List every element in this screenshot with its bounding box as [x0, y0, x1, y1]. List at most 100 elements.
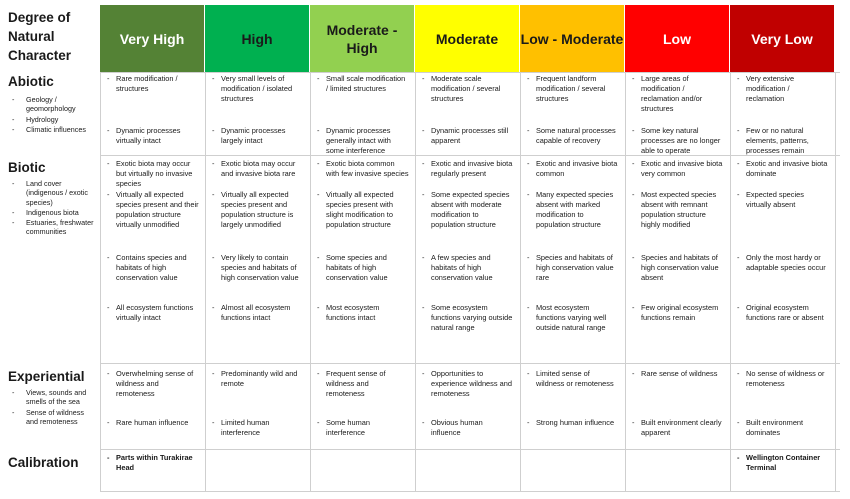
bullet-dash: -	[527, 159, 530, 168]
bullet-dash: -	[12, 207, 15, 217]
bullet-dash: -	[737, 126, 740, 135]
cell-exp-1-col-1: - Overwhelming sense of wildness and remo…	[107, 369, 199, 399]
cell-calibration-col-1: - Parts within Turakirae Head	[107, 453, 199, 473]
cell-text: Dynamic processes generally intact with …	[326, 126, 391, 156]
cell-biotic-3-col-5: - Species and habitats of high conservati…	[527, 253, 619, 283]
cell-abiotic-2-col-6: - Some key natural processes are no longe…	[632, 126, 724, 156]
column-header-high: High	[205, 5, 310, 72]
bullet-dash: -	[737, 453, 740, 462]
cell-biotic-4-col-7: - Original ecosystem functions rare or ab…	[737, 303, 829, 323]
cell-text: Some expected species absent with modera…	[431, 190, 510, 230]
row-subitem: - Indigenous biota	[12, 208, 96, 217]
cell-exp-2-col-4: - Obvious human influence	[422, 418, 514, 438]
cell-biotic-2-col-4: - Some expected species absent with moder…	[422, 190, 514, 230]
row-subitem: - Estuaries, freshwater communities	[12, 218, 96, 237]
row-subitem: - Climatic influences	[12, 125, 96, 134]
row-subitem-label: Sense of wildness and remoteness	[26, 407, 84, 426]
cell-exp-1-col-7: - No sense of wildness or remoteness	[737, 369, 829, 389]
cell-text: Very small levels of modification / isol…	[221, 74, 293, 104]
bullet-dash: -	[317, 159, 320, 168]
column-header-very-low: Very Low	[730, 5, 835, 72]
cell-abiotic-1-col-2: - Very small levels of modification / iso…	[212, 74, 304, 104]
cell-text: Built environment clearly apparent	[641, 418, 722, 438]
cell-text: Obvious human influence	[431, 418, 483, 438]
cell-exp-1-col-4: - Opportunities to experience wildness an…	[422, 369, 514, 399]
cell-text: Exotic biota may occur but virtually no …	[116, 159, 193, 189]
row-subitems-abiotic: - Geology / geomorphology - Hydrology - Clima…	[12, 95, 96, 135]
cell-text: Some human interference	[326, 418, 370, 438]
column-header-moderate: Moderate	[415, 5, 520, 72]
bullet-dash: -	[212, 74, 215, 83]
row-subitems-biotic: - Land cover (indigenous / exotic species…	[12, 179, 96, 238]
column-header-low-moderate: Low - Moderate	[520, 5, 625, 72]
cell-text: Overwhelming sense of wildness and remot…	[116, 369, 194, 399]
cell-biotic-2-col-7: - Expected species virtually absent	[737, 190, 829, 210]
cell-text: Limited human interference	[221, 418, 270, 438]
row-subitem-label: Geology / geomorphology	[26, 95, 76, 114]
cell-text: Some species and habitats of high conser…	[326, 253, 388, 283]
cell-abiotic-1-col-4: - Moderate scale modification / several s…	[422, 74, 514, 104]
bullet-dash: -	[632, 303, 635, 312]
cell-text: A few species and habitats of high conse…	[431, 253, 493, 283]
cell-text: Few original ecosystem functions remain	[641, 303, 719, 323]
bullet-dash: -	[422, 126, 425, 135]
row-divider	[100, 491, 840, 492]
bullet-dash: -	[12, 114, 15, 124]
cell-biotic-1-col-1: - Exotic biota may occur but virtually no…	[107, 159, 199, 189]
bullet-dash: -	[12, 388, 15, 397]
cell-biotic-3-col-6: - Species and habitats of high conservati…	[632, 253, 724, 283]
bullet-dash: -	[317, 74, 320, 83]
cell-abiotic-1-col-7: - Very extensive modification / reclamati…	[737, 74, 829, 104]
row-divider	[100, 72, 840, 73]
cell-text: Exotic and invasive biota common	[536, 159, 618, 179]
bullet-dash: -	[107, 418, 110, 427]
cell-biotic-4-col-2: - Almost all ecosystem functions intact	[212, 303, 304, 323]
bullet-dash: -	[632, 253, 635, 262]
cell-abiotic-2-col-4: - Dynamic processes still apparent	[422, 126, 514, 146]
cell-text: Only the most hardy or adaptable species…	[746, 253, 826, 273]
cell-abiotic-2-col-2: - Dynamic processes largely intact	[212, 126, 304, 146]
cell-abiotic-1-col-5: - Frequent landform modification / severa…	[527, 74, 619, 104]
bullet-dash: -	[422, 74, 425, 83]
row-divider	[100, 155, 840, 156]
cell-text: Virtually all expected species present a…	[221, 190, 294, 230]
cell-text: Dynamic processes virtually intact	[116, 126, 181, 146]
cell-text: Exotic biota may occur and invasive biot…	[221, 159, 296, 179]
bullet-dash: -	[317, 418, 320, 427]
cell-text: Contains species and habitats of high co…	[116, 253, 187, 283]
row-subitem-label: Views, sounds and smells of the sea	[26, 388, 87, 407]
cell-biotic-3-col-1: - Contains species and habitats of high c…	[107, 253, 199, 283]
column-divider	[835, 73, 836, 492]
cell-text: Dynamic processes largely intact	[221, 126, 286, 146]
column-divider	[520, 73, 521, 492]
cell-text: Few or no natural elements, patterns, pr…	[746, 126, 809, 156]
cell-text: Very extensive modification / reclamatio…	[746, 74, 795, 104]
bullet-dash: -	[107, 190, 110, 199]
cell-text: All ecosystem functions virtually intact	[116, 303, 194, 323]
cell-biotic-2-col-6: - Most expected species absent with remna…	[632, 190, 724, 230]
bullet-dash: -	[632, 74, 635, 83]
cell-text: Frequent landform modification / several…	[536, 74, 606, 104]
row-subitem: - Geology / geomorphology	[12, 95, 96, 114]
cell-biotic-4-col-3: - Most ecosystem functions intact	[317, 303, 409, 323]
row-title-calibration: Calibration	[8, 455, 79, 470]
column-header-moderate-high: Moderate - High	[310, 5, 415, 72]
cell-text: Rare sense of wildness	[641, 369, 718, 378]
row-subitem-label: Land cover (indigenous / exotic species)	[26, 179, 88, 207]
cell-text: Moderate scale modification / several st…	[431, 74, 501, 104]
bullet-dash: -	[12, 124, 15, 134]
cell-text: Very likely to contain species and habit…	[221, 253, 299, 283]
cell-biotic-1-col-7: - Exotic and invasive biota dominate	[737, 159, 829, 179]
cell-biotic-3-col-2: - Very likely to contain species and habi…	[212, 253, 304, 283]
bullet-dash: -	[12, 179, 15, 188]
bullet-dash: -	[107, 159, 110, 168]
corner-title: Degree of Natural Character	[8, 10, 72, 63]
bullet-dash: -	[422, 418, 425, 427]
cell-text: Parts within Turakirae Head	[116, 453, 193, 473]
cell-text: Exotic and invasive biota dominate	[746, 159, 828, 179]
bullet-dash: -	[632, 369, 635, 378]
cell-text: Rare modification / structures	[116, 74, 178, 94]
cell-calibration-col-7: - Wellington Container Terminal	[737, 453, 829, 473]
bullet-dash: -	[737, 369, 740, 378]
cell-text: Virtually all expected species present w…	[326, 190, 394, 230]
